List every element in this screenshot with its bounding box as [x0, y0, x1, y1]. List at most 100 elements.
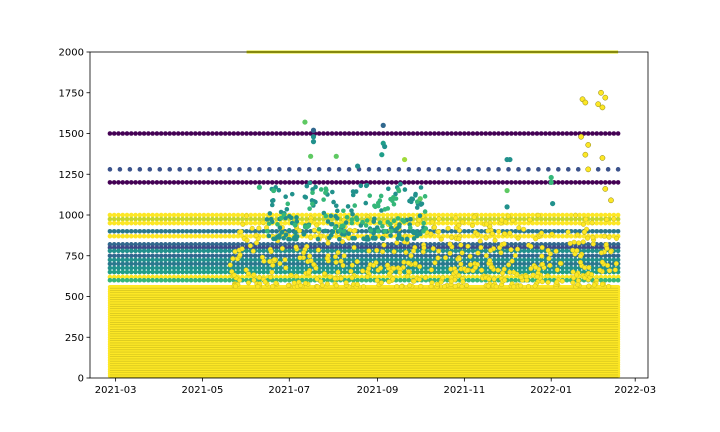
- y-tick-label: 1750: [59, 88, 84, 99]
- data-point: [546, 167, 551, 172]
- data-point: [261, 229, 266, 234]
- data-point: [602, 131, 608, 136]
- data-point: [341, 208, 346, 214]
- data-point: [205, 269, 211, 275]
- data-point: [509, 253, 514, 259]
- data-point: [312, 257, 318, 263]
- data-point: [124, 242, 130, 247]
- data-point: [116, 212, 121, 218]
- data-point: [440, 131, 446, 136]
- data-point: [295, 269, 301, 275]
- data-point: [487, 269, 493, 275]
- data-point: [397, 222, 402, 227]
- data-point: [210, 245, 215, 250]
- data-point: [180, 274, 185, 280]
- data-point: [597, 267, 603, 273]
- data-point: [485, 228, 491, 234]
- data-point: [430, 246, 436, 252]
- data-point: [499, 217, 505, 223]
- data-point: [235, 233, 241, 239]
- data-point: [222, 253, 228, 259]
- data-point: [560, 180, 565, 185]
- data-point: [406, 212, 412, 218]
- data-point: [462, 261, 467, 267]
- data-point: [268, 249, 274, 255]
- data-point: [585, 261, 591, 267]
- data-point: [479, 212, 484, 218]
- data-point: [589, 220, 595, 226]
- data-point: [546, 255, 552, 261]
- data-point: [598, 180, 604, 185]
- data-point: [146, 277, 151, 283]
- data-point: [478, 245, 484, 251]
- data-point: [491, 131, 497, 136]
- data-point: [344, 214, 350, 220]
- data-point: [440, 248, 446, 254]
- data-point: [321, 261, 326, 267]
- data-point: [107, 212, 113, 218]
- data-point: [440, 242, 446, 247]
- data-point: [244, 257, 249, 263]
- data-point: [295, 180, 301, 185]
- data-point: [154, 131, 160, 136]
- data-point: [175, 277, 181, 283]
- data-point: [335, 269, 341, 275]
- data-point: [275, 222, 280, 227]
- data-point: [316, 242, 322, 247]
- data-point: [133, 265, 138, 271]
- data-point: [470, 131, 476, 136]
- x-tick-label: 2021-11: [443, 385, 485, 396]
- data-point: [551, 257, 557, 263]
- data-point: [530, 253, 535, 259]
- data-point: [556, 212, 561, 218]
- data-point: [261, 248, 266, 254]
- data-point: [180, 277, 185, 283]
- data-point: [551, 261, 557, 267]
- data-point: [116, 253, 121, 259]
- data-point: [466, 131, 471, 136]
- data-point: [245, 280, 251, 286]
- data-point: [560, 253, 565, 259]
- data-point: [163, 233, 168, 239]
- data-point: [479, 267, 485, 273]
- data-point: [188, 245, 194, 250]
- data-point: [146, 212, 151, 218]
- x-tick-label: 2021-09: [357, 385, 399, 396]
- data-point: [150, 233, 155, 239]
- data-point: [521, 265, 527, 271]
- data-point: [222, 242, 228, 247]
- data-point: [530, 277, 535, 283]
- data-point: [184, 253, 190, 259]
- data-point: [205, 242, 211, 247]
- data-point: [608, 249, 614, 255]
- data-point: [154, 269, 160, 275]
- data-point: [551, 245, 557, 250]
- data-point: [188, 269, 194, 275]
- data-point: [570, 247, 576, 253]
- data-point: [299, 269, 305, 275]
- data-point: [381, 236, 386, 242]
- data-point: [193, 245, 198, 250]
- data-point: [137, 242, 143, 247]
- data-point: [554, 279, 560, 285]
- data-point: [171, 229, 177, 234]
- data-point: [227, 245, 232, 250]
- data-point: [327, 274, 333, 280]
- data-point: [184, 220, 190, 226]
- data-point: [141, 216, 147, 222]
- data-point: [417, 264, 423, 270]
- data-point: [184, 229, 190, 234]
- data-point: [385, 262, 391, 268]
- data-point: [436, 180, 442, 185]
- data-point: [244, 237, 250, 243]
- data-point: [231, 229, 237, 234]
- data-point: [483, 245, 489, 250]
- data-point: [147, 167, 153, 172]
- data-point: [154, 220, 160, 226]
- data-point: [193, 261, 198, 267]
- data-point: [444, 269, 450, 275]
- data-point: [376, 131, 382, 136]
- data-point: [306, 167, 312, 172]
- data-point: [240, 261, 245, 267]
- data-point: [240, 242, 245, 247]
